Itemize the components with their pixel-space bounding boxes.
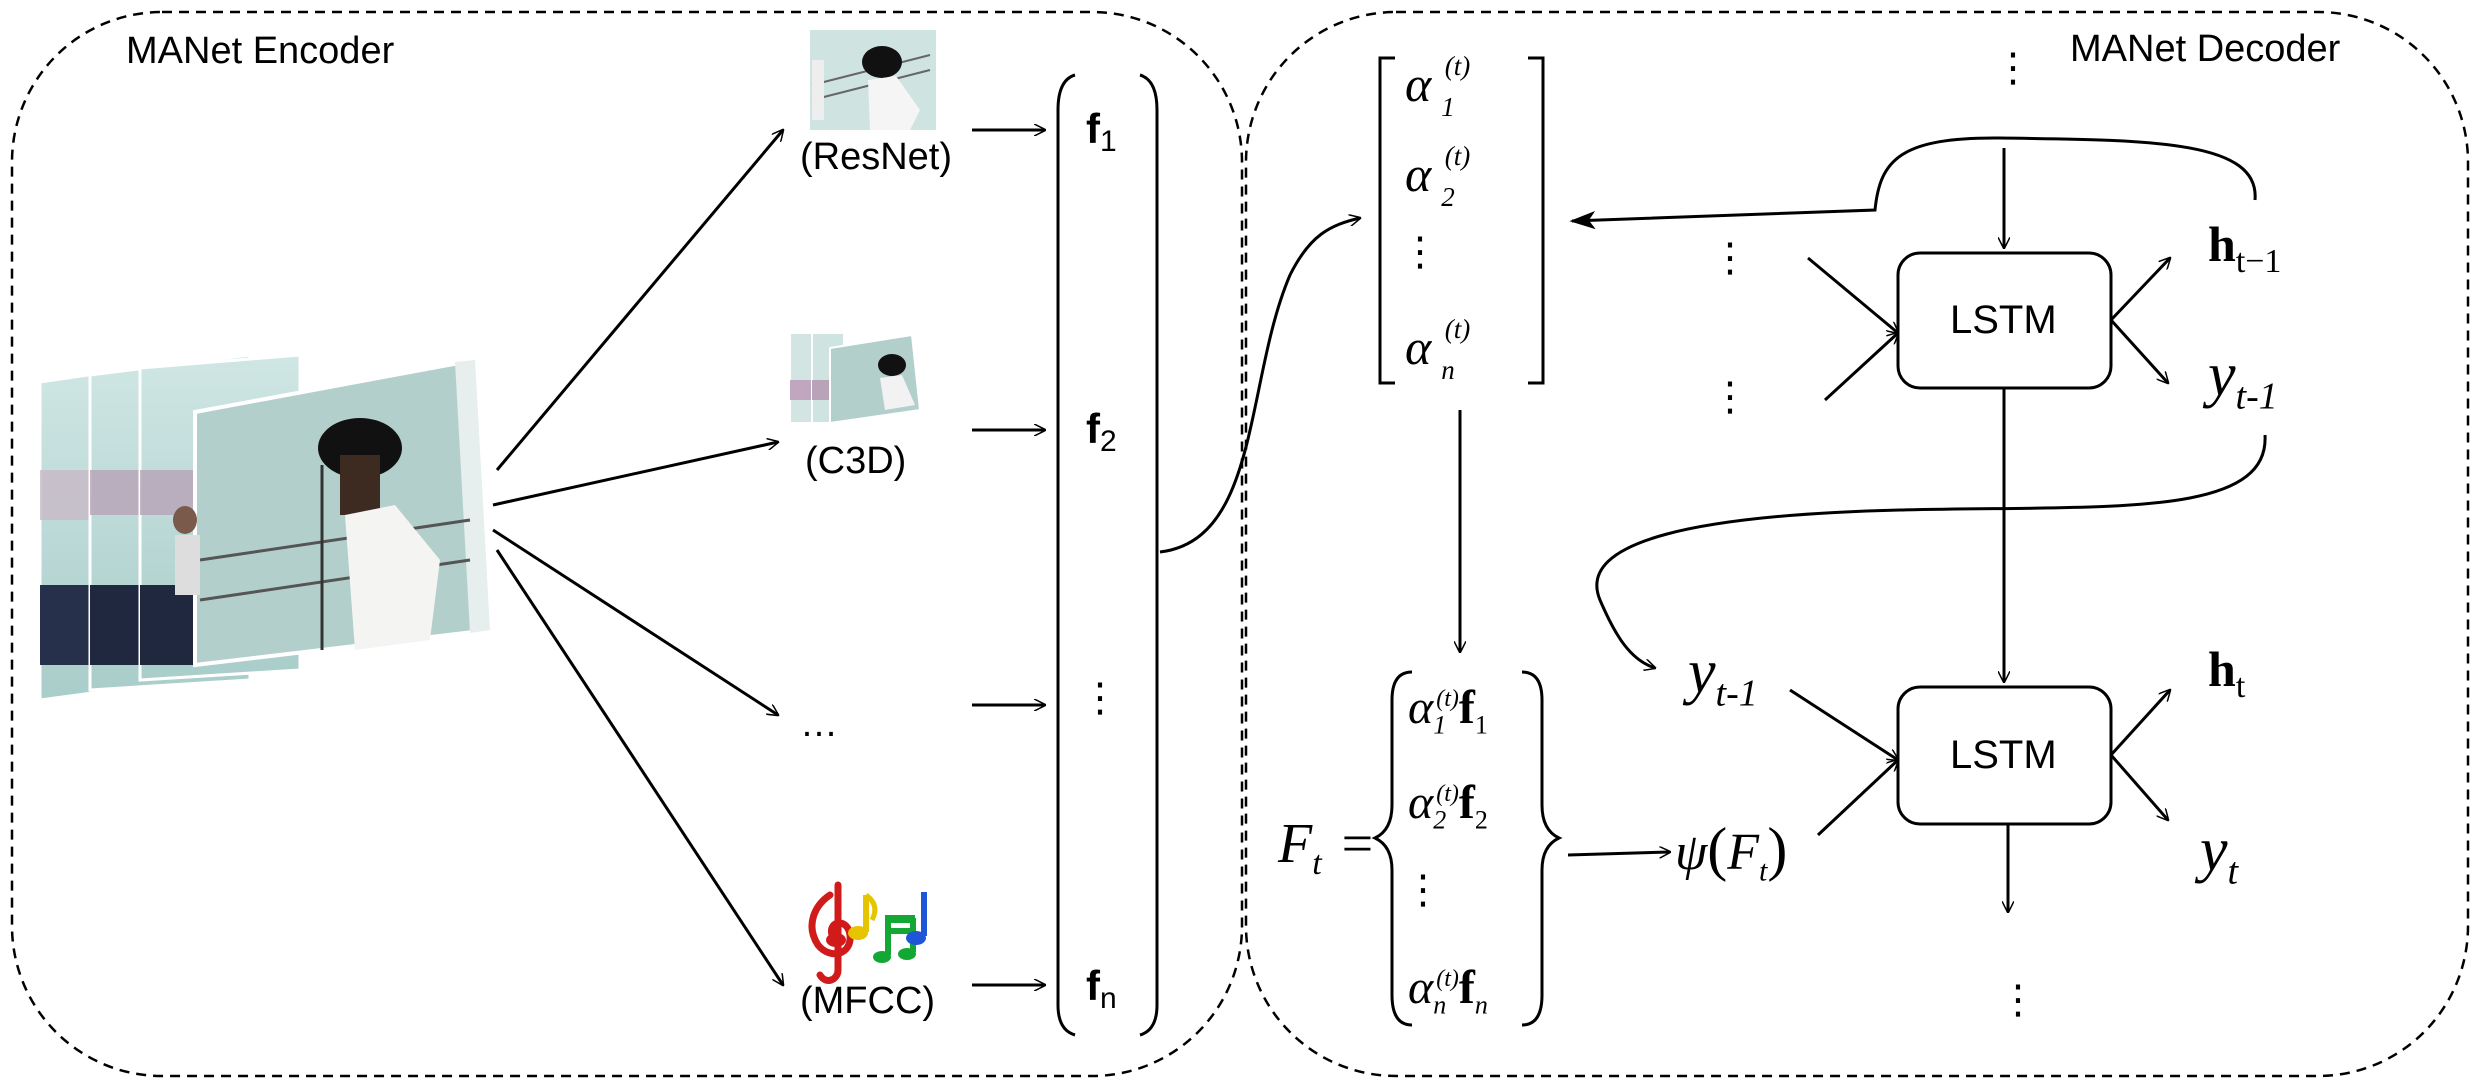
dots-mid-2: ⋮ xyxy=(1710,374,1750,420)
source-label-ellipsis: … xyxy=(800,703,838,745)
alpha-n: α n(t) xyxy=(1405,314,1471,385)
feature-f2: f2 xyxy=(1086,405,1117,458)
resnet-thumbnail xyxy=(810,30,936,130)
output-prev-label: yt-1 xyxy=(2208,341,2278,418)
psi-term: ψ(Ft) xyxy=(1675,816,1788,888)
alpha-bracket-left xyxy=(1378,56,1395,385)
alpha-vdots: ⋮ xyxy=(1400,229,1440,275)
lstm-bottom-label: LSTM xyxy=(1950,733,2057,777)
dots-bottom: ⋮ xyxy=(1998,977,2038,1023)
alpha-bracket-right xyxy=(1528,56,1545,385)
features-to-alpha-arrow xyxy=(1159,218,1360,554)
encoder-title: MANet Encoder xyxy=(126,30,395,72)
weighted-row-n: αn(t)fn xyxy=(1408,961,1488,1020)
dots-top: ⋮ xyxy=(1993,45,2033,91)
input-prev-label: yt-1 xyxy=(1688,638,1758,715)
music-notes-icon xyxy=(808,881,927,984)
encoder-panel xyxy=(10,10,1244,1078)
weighted-row-1: α1(t)f1 xyxy=(1408,681,1488,740)
video-frame-stack xyxy=(38,353,493,702)
source-label-resnet: (ResNet) xyxy=(800,136,953,178)
decoder-arrows xyxy=(1569,136,2267,912)
source-label-mfcc: (MFCC) xyxy=(800,980,936,1022)
decoder-title: MANet Decoder xyxy=(2070,28,2341,70)
weighted-brace-right xyxy=(1521,670,1563,1027)
feature-vdots: ⋮ xyxy=(1080,675,1120,721)
feature-f1: f1 xyxy=(1086,105,1117,158)
feature-fn: fn xyxy=(1086,962,1117,1015)
lstm-top-label: LSTM xyxy=(1950,298,2057,342)
source-label-c3d: (C3D) xyxy=(805,440,907,482)
weighted-lhs: Ft = xyxy=(1278,813,1374,883)
weighted-brace-left xyxy=(1371,670,1413,1027)
dots-mid-1: ⋮ xyxy=(1710,235,1750,281)
alpha-2: α 2(t) xyxy=(1405,141,1471,212)
feature-bracket-right xyxy=(1139,73,1159,1037)
weighted-to-psi-arrow xyxy=(1567,852,1670,855)
weighted-row-2: α2(t)f2 xyxy=(1408,776,1488,835)
encoder-arrows xyxy=(492,130,1045,985)
output-current-label: yt xyxy=(2200,816,2239,893)
feature-bracket-left xyxy=(1056,73,1076,1037)
c3d-thumbnail xyxy=(789,332,922,425)
hidden-prev-label: ht−1 xyxy=(2208,216,2282,280)
alpha-1: α 1(t) xyxy=(1405,51,1471,122)
weighted-vdots: ⋮ xyxy=(1403,867,1443,913)
decoder-panel xyxy=(1244,10,2470,1078)
hidden-current-label: ht xyxy=(2208,641,2246,705)
